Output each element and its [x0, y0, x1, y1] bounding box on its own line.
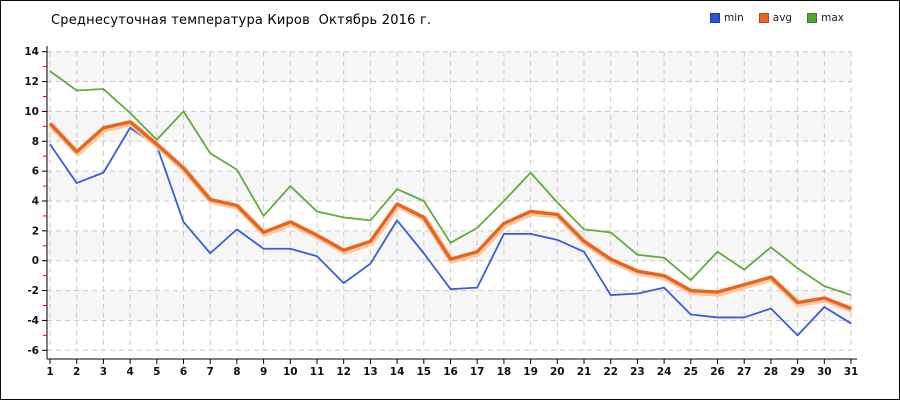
x-tick-label: 28	[764, 366, 779, 378]
x-tick-label: 16	[443, 366, 458, 378]
legend-item-max[interactable]: max	[807, 12, 844, 24]
y-tick-label: 6	[32, 166, 39, 178]
x-tick-label: 7	[207, 366, 214, 378]
max-series-line	[49, 70, 852, 296]
plot-band	[47, 51, 851, 82]
chart-legend: min avg max	[709, 12, 844, 24]
legend-item-min[interactable]: min	[709, 12, 744, 24]
x-tick-label: 10	[283, 366, 298, 378]
x-tick-label: 3	[100, 366, 107, 378]
x-tick-label: 24	[657, 366, 672, 378]
y-tick-label: 0	[32, 255, 39, 267]
x-tick-label: 4	[126, 366, 133, 378]
plot-band	[47, 201, 851, 231]
legend-item-avg[interactable]: avg	[758, 12, 793, 24]
y-tick-label: -6	[27, 345, 39, 357]
x-tick-label: 31	[844, 366, 859, 378]
x-tick-label: 17	[470, 366, 485, 378]
plot-band	[47, 81, 851, 112]
y-tick-label: 10	[24, 106, 39, 118]
chart-title: Среднесуточная температура Киров Октябрь…	[51, 13, 432, 28]
x-tick-label: 8	[233, 366, 240, 378]
x-tick-label: 12	[336, 366, 351, 378]
x-tick-label: 25	[683, 366, 698, 378]
y-tick-label: 8	[32, 136, 39, 148]
avg-series-line	[48, 120, 852, 311]
y-tick-label: 12	[24, 76, 39, 88]
x-tick-label: 27	[737, 366, 752, 378]
legend-label: min	[723, 12, 744, 24]
x-tick-label: 26	[710, 366, 725, 378]
x-tick-label: 2	[73, 366, 80, 378]
x-tick-label: 13	[363, 366, 378, 378]
legend-swatch-max	[807, 13, 818, 23]
y-tick-label: -2	[27, 285, 39, 297]
x-tick-label: 20	[550, 366, 565, 378]
x-tick-label: 5	[153, 366, 160, 378]
legend-swatch-avg	[758, 13, 769, 23]
x-tick-label: 11	[310, 366, 325, 378]
y-tick-label: 14	[24, 46, 39, 58]
plot-band	[47, 320, 851, 351]
plot-band	[47, 290, 851, 321]
x-tick-label: 15	[416, 366, 431, 378]
x-tick-label: 19	[523, 366, 538, 378]
x-tick-label: 23	[630, 366, 645, 378]
legend-swatch-min	[709, 13, 720, 23]
min-series-line	[49, 126, 852, 337]
plot-band	[47, 111, 851, 142]
x-tick-label: 18	[497, 366, 512, 378]
x-tick-label: 1	[46, 366, 53, 378]
x-tick-label: 21	[577, 366, 592, 378]
y-tick-label: 2	[32, 225, 39, 237]
y-tick-label: -4	[27, 315, 39, 327]
y-tick-label: 4	[32, 196, 39, 208]
legend-label: max	[821, 12, 844, 24]
x-tick-label: 30	[817, 366, 832, 378]
x-tick-label: 6	[180, 366, 187, 378]
x-tick-label: 9	[260, 366, 267, 378]
x-tick-label: 22	[603, 366, 618, 378]
x-tick-label: 14	[390, 366, 405, 378]
x-tick-label: 29	[790, 366, 805, 378]
legend-label: avg	[772, 12, 793, 24]
